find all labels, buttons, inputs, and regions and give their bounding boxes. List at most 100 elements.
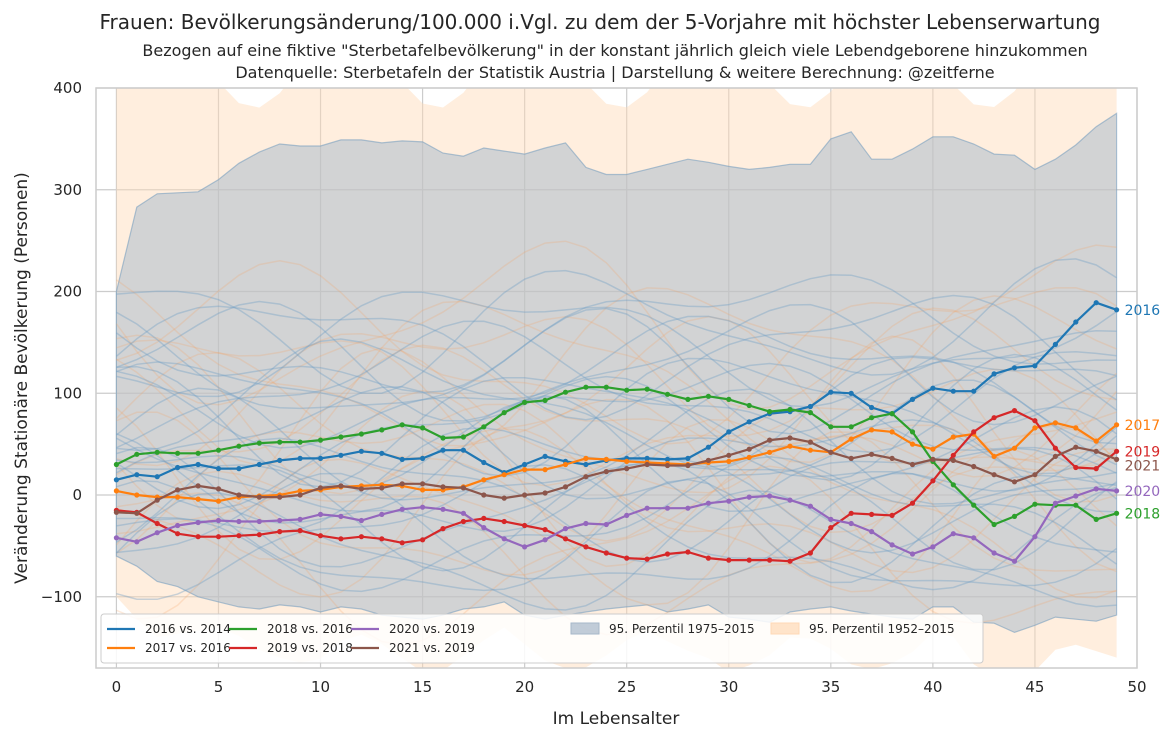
point-2016 (297, 455, 303, 461)
point-2016 (1093, 300, 1099, 306)
legend-swatch (570, 622, 600, 635)
point-2020 (277, 517, 283, 524)
point-2016 (277, 457, 283, 463)
point-2019 (256, 532, 262, 538)
point-2021 (971, 463, 977, 470)
point-2021 (1052, 453, 1058, 459)
point-2020 (195, 519, 201, 526)
point-2017 (746, 454, 752, 460)
point-2021 (930, 456, 936, 462)
point-2019 (909, 500, 916, 506)
point-2016 (175, 464, 181, 471)
point-2020 (726, 498, 732, 504)
point-2021 (624, 466, 630, 472)
faint-line-1975 (115, 274, 1117, 394)
point-2021 (113, 509, 119, 515)
point-2017 (909, 441, 916, 447)
point-2021 (807, 439, 814, 445)
point-2020 (583, 520, 589, 527)
point-2020 (828, 516, 834, 523)
point-2017 (1011, 445, 1018, 451)
point-2016 (113, 477, 119, 483)
point-2017 (215, 498, 222, 504)
point-2018 (1093, 516, 1099, 523)
point-2017 (930, 446, 936, 452)
point-2020 (1052, 500, 1058, 506)
end-label-2020: 2020 (1125, 484, 1161, 500)
series-line-2020 (116, 487, 1117, 563)
legend-label: 2017 vs. 2016 (145, 641, 231, 655)
point-2019 (236, 533, 242, 539)
faint-line-1952 (116, 316, 1118, 478)
legend-frame (100, 613, 984, 664)
point-2021 (358, 486, 364, 492)
faint-line-1952 (115, 279, 1118, 461)
point-2021 (726, 452, 732, 458)
point-2019 (869, 511, 875, 517)
point-2019 (1011, 408, 1018, 414)
point-2019 (338, 536, 344, 542)
faint-line-1952 (116, 307, 1117, 487)
point-2017 (542, 467, 548, 473)
point-2020 (746, 494, 752, 500)
point-2016 (195, 461, 201, 468)
point-2018 (889, 411, 895, 417)
series-layer (113, 300, 1120, 564)
point-2018 (624, 387, 630, 393)
point-2020 (848, 520, 854, 527)
faint-line-1975 (116, 300, 1117, 426)
y-tick-label: 200 (53, 283, 82, 301)
point-2020 (1032, 534, 1038, 540)
point-2020 (950, 531, 956, 537)
x-tick-label: 20 (515, 678, 534, 696)
end-label-2016: 2016 (1125, 303, 1161, 319)
point-2019 (562, 536, 569, 542)
faint-line-1975 (116, 258, 1117, 394)
faint-line-1952 (116, 424, 1118, 598)
legend: 2016 vs. 2014 2017 vs. 2016 2018 vs. 2016 2… (100, 613, 984, 664)
point-2017 (787, 443, 793, 449)
point-2017 (420, 487, 426, 493)
point-2016 (338, 452, 344, 458)
chart-subtitle-line1: Bezogen auf eine fiktive "Sterbetafelbev… (142, 41, 1087, 60)
point-2016 (236, 466, 242, 472)
point-2020 (542, 537, 548, 543)
end-label-2021: 2021 (1125, 458, 1161, 474)
faint-line-1975 (116, 353, 1118, 488)
point-2021 (848, 455, 854, 461)
point-2016 (420, 455, 426, 461)
point-2017 (1073, 425, 1079, 431)
point-2019 (542, 527, 548, 533)
point-2018 (909, 429, 916, 435)
point-2020 (236, 518, 242, 525)
point-2018 (991, 521, 997, 528)
point-2016 (909, 396, 916, 402)
point-2019 (603, 550, 609, 556)
point-2020 (440, 506, 446, 512)
point-2020 (644, 505, 650, 511)
point-2016 (685, 455, 691, 461)
legend-swatch (770, 622, 800, 635)
x-tick-label: 25 (617, 678, 636, 696)
point-2016 (583, 461, 589, 468)
point-2016 (1114, 307, 1120, 313)
faint-line-1975 (116, 357, 1118, 477)
point-2020 (869, 529, 875, 535)
point-2020 (664, 505, 671, 511)
point-2020 (358, 517, 364, 524)
faint-line-1975 (116, 291, 1118, 408)
point-2018 (420, 425, 426, 431)
point-2021 (705, 457, 712, 463)
point-2019 (705, 555, 712, 561)
point-2018 (440, 435, 446, 441)
point-2018 (603, 384, 609, 390)
point-2018 (644, 386, 650, 392)
point-2017 (522, 467, 528, 473)
point-2021 (460, 485, 466, 491)
faint-line-1975 (116, 307, 1117, 435)
point-2019 (991, 415, 997, 421)
faint-line-1952 (115, 351, 1118, 542)
point-2016 (971, 388, 977, 394)
point-2016 (256, 461, 262, 468)
point-2016 (869, 404, 875, 411)
